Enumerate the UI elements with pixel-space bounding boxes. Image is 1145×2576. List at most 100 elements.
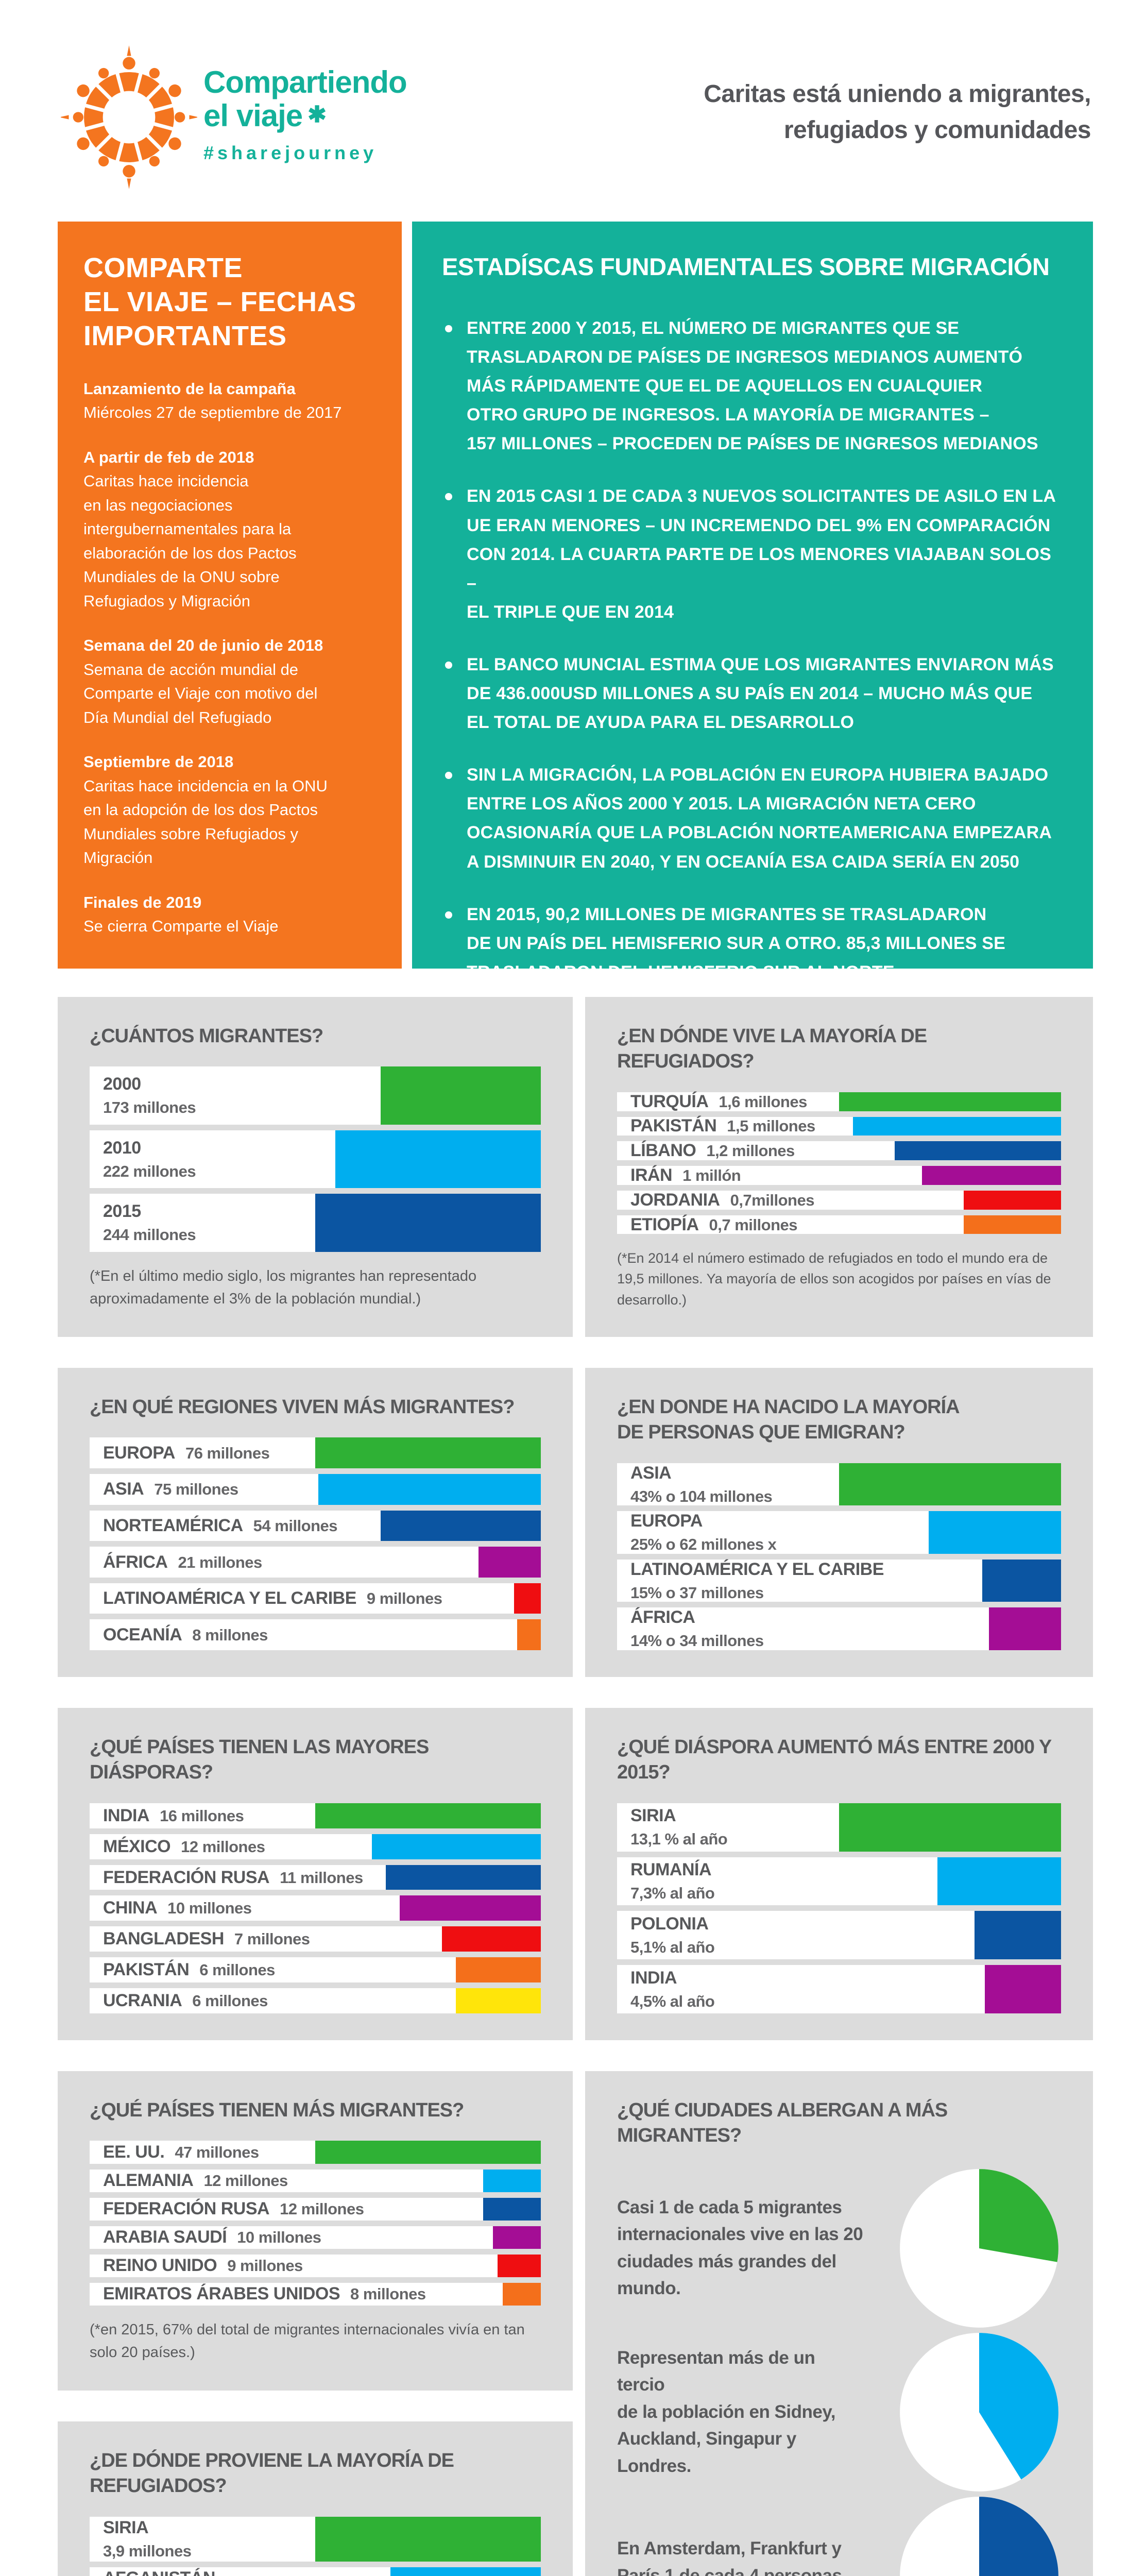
bar-label: NORTEAMÉRICA 54 millones (90, 1516, 338, 1536)
bar-row: EUROPA 76 millones (90, 1437, 541, 1468)
stat-bullet: EN 2015 CASI 1 DE CADA 3 NUEVOS SOLICITA… (442, 482, 1063, 626)
bar-row: RUMANÍA 7,3% al año (617, 1857, 1061, 1906)
bar-value-label: 21 millones (178, 1553, 262, 1571)
pie-caption: Representan más de un tercio de la pobla… (617, 2347, 835, 2476)
bar-fill-red (497, 2254, 541, 2277)
bar-label: 2000 173 millones (90, 1074, 196, 1117)
bar-label: FEDERACIÓN RUSA 11 millones (90, 1868, 363, 1888)
brand-line1: Compartiendo (203, 65, 407, 99)
bar-category-label: EUROPA (630, 1511, 703, 1531)
bar-label: ASIA 43% o 104 millones (617, 1463, 773, 1506)
bar-value-label: 8 millones (350, 2285, 426, 2303)
bar-category-label: 2015 (103, 1201, 141, 1222)
bar-category-label: RUMANÍA (630, 1860, 712, 1879)
bar-value-label: 47 millones (175, 2143, 259, 2161)
bar-category-label: PAKISTÁN (103, 1960, 190, 1980)
timeline-entry-heading: Septiembre de 2018 (83, 753, 234, 771)
timeline-entry: Semana del 20 de junio de 2018 Semana de … (83, 634, 376, 730)
bar-label: ASIA 75 millones (90, 1479, 238, 1499)
chart-ciudades-migrantes: ¿QUÉ CIUDADES ALBERGAN A MÁS MIGRANTES? … (585, 2071, 1093, 2576)
bar-label: MÉXICO 12 millones (90, 1837, 265, 1857)
bar-value-label: 8 millones (192, 1625, 268, 1644)
brand: Compartiendo el viaje ✱ #sharejourney (203, 65, 471, 164)
bar-label: ALEMANIA 12 millones (90, 2171, 288, 2191)
bar-value-label: 1,6 millones (719, 1092, 807, 1111)
bar-category-label: ÁFRICA (103, 1552, 168, 1572)
timeline-entry-body: Se cierra Comparte el Viaje (83, 917, 279, 936)
bullet-dot-icon (445, 772, 452, 779)
bar-row: PAKISTÁN 1,5 millones (617, 1116, 1061, 1136)
bar-category-label: LATINOAMÉRICA Y EL CARIBE (103, 1588, 356, 1608)
bar-row: UCRANIA 6 millones (90, 1988, 541, 2014)
bar-row: TURQUÍA 1,6 millones (617, 1092, 1061, 1111)
bar-label: REINO UNIDO 9 millones (90, 2256, 303, 2276)
bar-fill-orange (502, 2282, 541, 2306)
timeline-entries: Lanzamiento de la campaña Miércoles 27 de… (83, 377, 376, 939)
bar-row: JORDANIA 0,7millones (617, 1190, 1061, 1210)
bar-row: 2015 244 millones (90, 1194, 541, 1252)
chart-title: ¿QUÉ CIUDADES ALBERGAN A MÁS MIGRANTES? (617, 2099, 948, 2147)
bar-category-label: ALEMANIA (103, 2171, 194, 2191)
bar-fill-darkblue (381, 1510, 541, 1541)
bar-value-label: 1 millón (682, 1166, 741, 1185)
bar-value-label: 222 millones (103, 1162, 196, 1180)
bar-label: IRÁN 1 millón (617, 1165, 741, 1185)
bar-fill-green (839, 1463, 1061, 1506)
bar-label: ARABIA SAUDÍ 10 millones (90, 2227, 321, 2247)
bar-fill-green (381, 1066, 541, 1125)
bar-row: ÁFRICA 14% o 34 millones (617, 1607, 1061, 1651)
bar-row: ÁFRICA 21 millones (90, 1547, 541, 1578)
bar-category-label: TURQUÍA (630, 1091, 709, 1111)
bar-fill-cyan (483, 2169, 541, 2192)
stat-bullet-text: SIN LA MIGRACIÓN, LA POBLACIÓN EN EUROPA… (467, 765, 1052, 872)
bar-row: ASIA 75 millones (90, 1474, 541, 1505)
bar-row: REINO UNIDO 9 millones (90, 2254, 541, 2277)
timeline-entry-heading: Lanzamiento de la campaña (83, 379, 296, 398)
bar-label: ETIOPÍA 0,7 millones (617, 1215, 798, 1235)
bar-label: 2015 244 millones (90, 1201, 196, 1244)
bar-label: EUROPA 76 millones (90, 1443, 270, 1463)
bar-label: UCRANIA 6 millones (90, 1991, 268, 2011)
bar-value-label: 10 millones (167, 1899, 252, 1918)
bar-fill-darkblue (315, 1194, 541, 1252)
bars: INDIA 16 millones MÉXICO 12 millones FEDERAC… (90, 1803, 541, 2014)
chart-title: ¿QUÉ DIÁSPORA AUMENTÓ MÁS ENTRE 2000 Y 2… (617, 1736, 1052, 1784)
timeline-entry-heading: Semana del 20 de junio de 2018 (83, 636, 323, 655)
bar-label: ÁFRICA 14% o 34 millones (617, 1607, 764, 1650)
chart-donde-nacen-emigrantes: ¿EN DONDE HA NACIDO LA MAYORÍA DE PERSON… (585, 1368, 1093, 1677)
brand-line2: el viaje (203, 98, 303, 133)
timeline-entry-body: Semana de acción mundial de Comparte el … (83, 660, 318, 726)
chart-title: ¿CUÁNTOS MIGRANTES? (90, 1025, 323, 1047)
chart-diaspora-crecimiento: ¿QUÉ DIÁSPORA AUMENTÓ MÁS ENTRE 2000 Y 2… (585, 1708, 1093, 2040)
chart-paises-con-mas-migrantes: ¿QUÉ PAÍSES TIENEN MÁS MIGRANTES? EE. UU… (58, 2071, 573, 2391)
timeline-entry-heading: A partir de feb de 2018 (83, 448, 254, 466)
bar-row: OCEANÍA 8 millones (90, 1619, 541, 1651)
bar-label: EUROPA 25% o 62 millones x (617, 1511, 777, 1554)
bar-value-label: 14% o 34 millones (630, 1632, 764, 1650)
bar-row: ASIA 43% o 104 millones (617, 1463, 1061, 1506)
bar-row: IRÁN 1 millón (617, 1165, 1061, 1185)
bar-value-label: 9 millones (227, 2257, 303, 2275)
bar-fill-cyan (371, 1834, 541, 1859)
bar-label: RUMANÍA 7,3% al año (617, 1860, 715, 1903)
bar-fill-darkblue (483, 2197, 541, 2221)
bar-row: LÍBANO 1,2 millones (617, 1141, 1061, 1160)
bar-value-label: 12 millones (181, 1837, 265, 1856)
bar-row: PAKISTÁN 6 millones (90, 1957, 541, 1983)
chart-origen-refugiados: ¿DE DÓNDE PROVIENE LA MAYORÍA DE REFUGIA… (58, 2421, 573, 2576)
timeline-entry: Septiembre de 2018 Caritas hace incidenci… (83, 750, 376, 870)
bar-category-label: IRÁN (630, 1165, 673, 1185)
bar-row: INDIA 4,5% al año (617, 1965, 1061, 2014)
bar-value-label: 7,3% al año (630, 1884, 715, 1902)
bar-row: LATINOAMÉRICA Y EL CARIBE 9 millones (90, 1583, 541, 1614)
key-stats-title: ESTADÍSCAS FUNDAMENTALES SOBRE MIGRACIÓN (442, 253, 1050, 280)
bar-category-label: EE. UU. (103, 2142, 165, 2162)
chart-title: ¿DE DÓNDE PROVIENE LA MAYORÍA DE REFUGIA… (90, 2450, 454, 2497)
bar-value-label: 75 millones (154, 1480, 238, 1499)
chart-title: ¿QUÉ PAÍSES TIENEN LAS MAYORES DIÁSPORAS… (90, 1736, 429, 1784)
bar-value-label: 15% o 37 millones (630, 1583, 764, 1602)
bar-value-label: 5,1% al año (630, 1938, 715, 1956)
bar-category-label: 2010 (103, 1138, 141, 1158)
bar-fill-orange (456, 1957, 541, 1983)
bar-label: FEDERACIÓN RUSA 12 millones (90, 2199, 364, 2219)
